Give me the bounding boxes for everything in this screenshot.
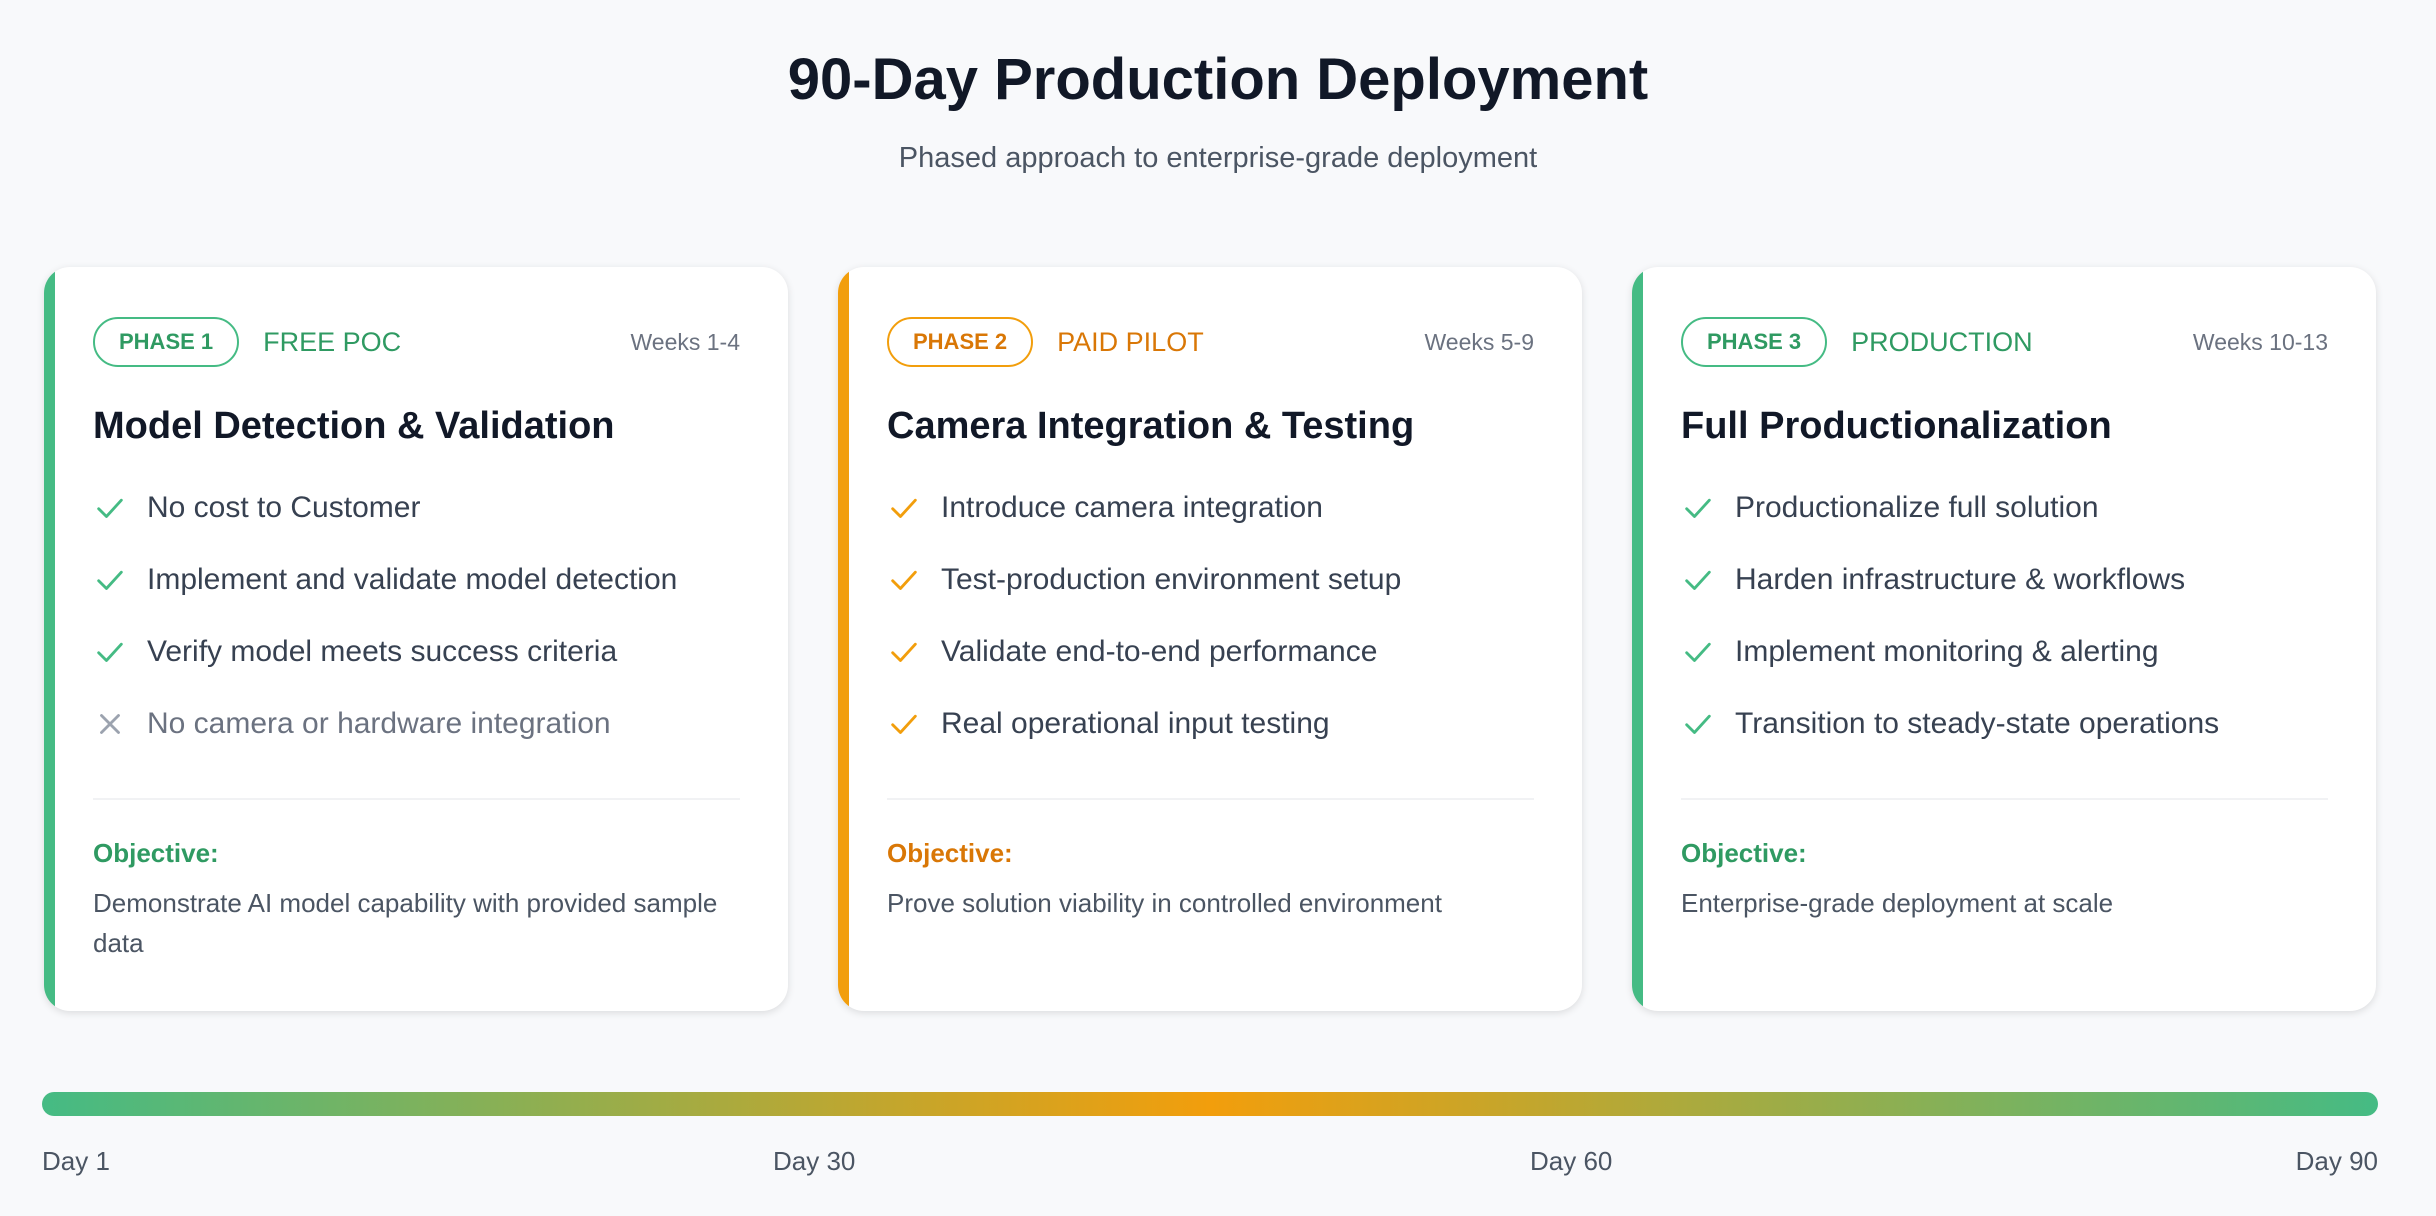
check-icon [1685, 642, 1711, 662]
objective-label: Objective: [1681, 838, 1807, 868]
item-text: Introduce camera integration [941, 491, 1323, 524]
check-icon [891, 498, 917, 518]
divider [93, 798, 740, 800]
phase-weeks: Weeks 10-13 [2192, 328, 2328, 355]
phase-weeks: Weeks 5-9 [1424, 328, 1534, 355]
phase-label: PRODUCTION [1851, 326, 2033, 357]
list-item: No camera or hardware integration [93, 688, 740, 760]
phase-weeks: Weeks 1-4 [630, 328, 740, 355]
list-item: No cost to Customer [93, 472, 740, 544]
objective-text: Prove solution viability in controlled e… [887, 888, 1442, 918]
phase-card-2: PHASE 2 PAID PILOT Weeks 5-9 Camera Inte… [838, 267, 1582, 1011]
objective-text: Demonstrate AI model capability with pro… [93, 888, 718, 958]
item-text: Harden infrastructure & workflows [1735, 563, 2186, 596]
phase-title: Camera Integration & Testing [887, 405, 1415, 447]
check-icon [1685, 498, 1711, 518]
timeline-label: Day 30 [773, 1146, 856, 1176]
page-title: 90-Day Production Deployment [787, 47, 1649, 112]
phase-title: Model Detection & Validation [93, 405, 615, 447]
item-text: No camera or hardware integration [147, 707, 611, 740]
phase-items: Introduce camera integration Test-product… [887, 472, 1534, 760]
divider [1681, 798, 2328, 800]
timeline-label: Day 90 [2295, 1146, 2378, 1176]
phase-items: Productionalize full solution Harden infr… [1681, 472, 2328, 760]
phase-card-3: PHASE 3 PRODUCTION Weeks 10-13 Full Prod… [1632, 267, 2376, 1011]
check-icon [97, 642, 123, 662]
list-item: Implement and validate model detection [93, 544, 740, 616]
objective-text: Enterprise-grade deployment at scale [1681, 888, 2114, 918]
list-item: Transition to steady-state operations [1681, 688, 2328, 760]
list-item: Introduce camera integration [887, 472, 1534, 544]
phase-label: FREE POC [263, 326, 402, 357]
list-item: Implement monitoring & alerting [1681, 616, 2328, 688]
objective-label: Objective: [93, 838, 219, 868]
list-item: Real operational input testing [887, 688, 1534, 760]
check-icon [1685, 570, 1711, 590]
check-icon [97, 498, 123, 518]
item-text: Validate end-to-end performance [941, 635, 1378, 668]
phase-badge: PHASE 2 [887, 317, 1034, 367]
divider [887, 798, 1534, 800]
timeline-bar [42, 1092, 2378, 1116]
item-text: Implement and validate model detection [147, 563, 678, 596]
check-icon [891, 570, 917, 590]
item-text: Productionalize full solution [1735, 491, 2099, 524]
item-text: No cost to Customer [147, 491, 421, 524]
list-item: Test-production environment setup [887, 544, 1534, 616]
phase-badge: PHASE 3 [1681, 317, 1828, 367]
item-text: Test-production environment setup [941, 563, 1402, 596]
phase-label: PAID PILOT [1057, 326, 1204, 357]
phase-items: No cost to Customer Implement and validat… [93, 472, 740, 760]
item-text: Verify model meets success criteria [147, 635, 618, 668]
item-text: Implement monitoring & alerting [1735, 635, 2159, 668]
check-icon [891, 714, 917, 734]
phase-badge: PHASE 1 [93, 317, 240, 367]
phase-card-1: PHASE 1 FREE POC Weeks 1-4 Model Detecti… [44, 267, 788, 1011]
objective-label: Objective: [887, 838, 1013, 868]
list-item: Validate end-to-end performance [887, 616, 1534, 688]
list-item: Harden infrastructure & workflows [1681, 544, 2328, 616]
check-icon [891, 642, 917, 662]
item-text: Transition to steady-state operations [1735, 707, 2220, 740]
phase-title: Full Productionalization [1681, 405, 2112, 447]
page-subtitle: Phased approach to enterprise-grade depl… [898, 142, 1538, 174]
x-icon [100, 714, 120, 734]
list-item: Verify model meets success criteria [93, 616, 740, 688]
timeline-label: Day 1 [42, 1146, 110, 1176]
list-item: Productionalize full solution [1681, 472, 2328, 544]
check-icon [1685, 714, 1711, 734]
check-icon [97, 570, 123, 590]
item-text: Real operational input testing [941, 707, 1330, 740]
timeline-label: Day 60 [1530, 1146, 1613, 1176]
